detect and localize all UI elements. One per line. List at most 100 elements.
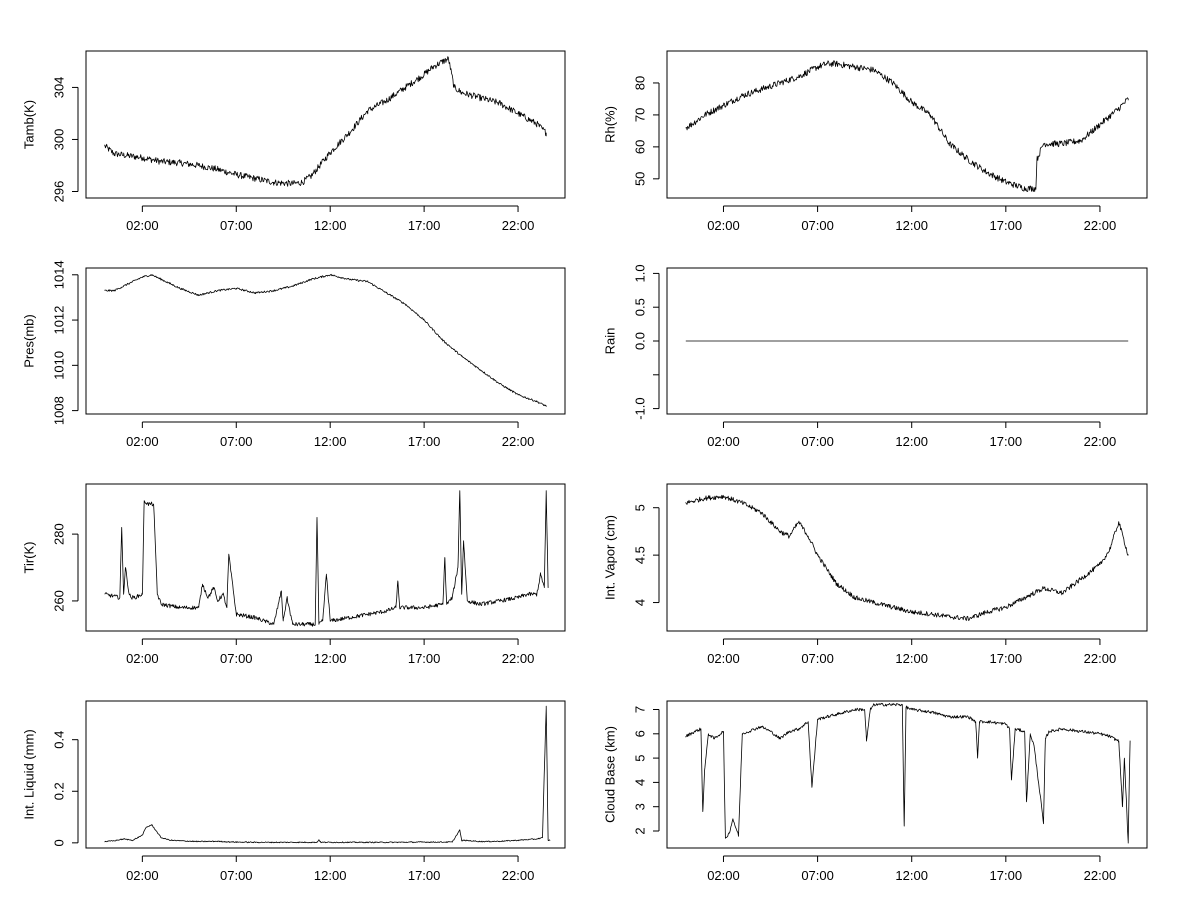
y-axis-label: Int. Liquid (mm) xyxy=(21,729,36,819)
x-tick-label: 12:00 xyxy=(314,868,347,883)
y-tick-label: 4 xyxy=(632,779,647,786)
y-tick-label: 0.5 xyxy=(632,298,647,316)
series-line xyxy=(104,273,547,407)
panel-5: 02:00 07:00 12:00 17:00 22:00 260 280 Tir(K) xyxy=(21,483,566,666)
y-tick-label: 5 xyxy=(632,504,647,511)
x-tick-label: 02:00 xyxy=(126,218,159,233)
panel-7: 02:00 07:00 12:00 17:00 22:00 0 0.2 0.4 Int. Liq… xyxy=(21,700,566,883)
x-tick-label: 17:00 xyxy=(990,868,1023,883)
x-tick-label: 02:00 xyxy=(707,218,740,233)
x-tick-label: 22:00 xyxy=(502,868,535,883)
y-tick-label: 1010 xyxy=(51,351,66,380)
plot-frame xyxy=(666,267,1148,415)
y-axis-label: Tamb(K) xyxy=(21,100,36,149)
y-tick-label: -1.0 xyxy=(632,397,647,419)
y-tick-label: 0.2 xyxy=(51,782,66,800)
y-axis-label: Pres(mb) xyxy=(21,314,36,367)
x-tick-label: 17:00 xyxy=(408,218,441,233)
x-tick-label: 17:00 xyxy=(408,868,441,883)
y-tick-label: 1012 xyxy=(51,306,66,335)
x-tick-label: 22:00 xyxy=(502,651,535,666)
panel-3: 02:00 07:00 12:00 17:00 22:00 1008 1010 1012 101… xyxy=(21,260,566,449)
y-tick-label: 280 xyxy=(51,523,66,545)
y-tick-label: 0 xyxy=(51,839,66,846)
series-line xyxy=(104,490,549,627)
plot-frame xyxy=(666,483,1148,632)
x-tick-label: 02:00 xyxy=(707,868,740,883)
panel-4: 02:00 07:00 12:00 17:00 22:00 -1.0 0.0 0.5 1.0 Ra… xyxy=(602,264,1148,449)
x-tick-label: 12:00 xyxy=(314,218,347,233)
plot-frame xyxy=(666,50,1148,199)
x-tick-label: 07:00 xyxy=(801,868,834,883)
y-axis-label: Int. Vapor (cm) xyxy=(602,515,617,600)
y-axis-label: Rh(%) xyxy=(602,106,617,143)
x-tick-label: 07:00 xyxy=(220,651,253,666)
y-tick-label: 50 xyxy=(632,172,647,186)
y-tick-label: 260 xyxy=(51,590,66,612)
y-tick-label: 0.0 xyxy=(632,332,647,350)
series-line xyxy=(685,702,1131,844)
series-line xyxy=(104,705,551,844)
y-tick-label: 4.5 xyxy=(632,546,647,564)
y-tick-label: 296 xyxy=(51,181,66,203)
x-tick-label: 12:00 xyxy=(314,651,347,666)
y-tick-label: 80 xyxy=(632,76,647,90)
series-line xyxy=(104,56,547,187)
x-tick-label: 17:00 xyxy=(990,651,1023,666)
plot-frame xyxy=(85,267,566,415)
x-tick-label: 22:00 xyxy=(502,434,535,449)
x-tick-label: 22:00 xyxy=(1084,434,1117,449)
series-line xyxy=(685,494,1129,621)
y-tick-label: 1008 xyxy=(51,396,66,425)
plot-frame xyxy=(666,700,1148,849)
x-tick-label: 07:00 xyxy=(801,218,834,233)
x-tick-label: 12:00 xyxy=(314,434,347,449)
y-tick-label: 7 xyxy=(632,706,647,713)
x-tick-label: 02:00 xyxy=(707,651,740,666)
y-tick-label: 6 xyxy=(632,730,647,737)
y-tick-label: 1014 xyxy=(51,260,66,289)
x-tick-label: 12:00 xyxy=(895,434,928,449)
x-tick-label: 02:00 xyxy=(707,434,740,449)
x-tick-label: 02:00 xyxy=(126,434,159,449)
x-tick-label: 07:00 xyxy=(220,434,253,449)
y-tick-label: 5 xyxy=(632,754,647,761)
y-axis-label: Rain xyxy=(602,328,617,355)
y-tick-label: 304 xyxy=(51,77,66,99)
x-tick-label: 17:00 xyxy=(990,218,1023,233)
y-axis-label: Tir(K) xyxy=(21,541,36,573)
y-axis-label: Cloud Base (km) xyxy=(602,726,617,823)
y-tick-label: 2 xyxy=(632,827,647,834)
y-tick-label: 1.0 xyxy=(632,264,647,282)
plot-frame xyxy=(85,483,566,632)
x-tick-label: 07:00 xyxy=(801,651,834,666)
x-tick-label: 12:00 xyxy=(895,218,928,233)
x-tick-label: 22:00 xyxy=(502,218,535,233)
series-line xyxy=(685,60,1129,192)
x-tick-label: 17:00 xyxy=(408,651,441,666)
y-tick-label: 70 xyxy=(632,108,647,122)
y-tick-label: 3 xyxy=(632,803,647,810)
x-tick-label: 12:00 xyxy=(895,868,928,883)
plot-frame xyxy=(85,50,566,199)
x-tick-label: 12:00 xyxy=(895,651,928,666)
x-tick-label: 02:00 xyxy=(126,651,159,666)
x-tick-label: 22:00 xyxy=(1084,218,1117,233)
x-tick-label: 22:00 xyxy=(1084,651,1117,666)
x-tick-label: 07:00 xyxy=(220,218,253,233)
x-tick-label: 17:00 xyxy=(408,434,441,449)
panel-8: 02:00 07:00 12:00 17:00 22:00 2 3 4 5 6 7 Cloud Bas… xyxy=(602,700,1148,883)
y-tick-label: 300 xyxy=(51,129,66,151)
x-tick-label: 07:00 xyxy=(220,868,253,883)
x-tick-label: 17:00 xyxy=(990,434,1023,449)
x-tick-label: 07:00 xyxy=(801,434,834,449)
plot-frame xyxy=(85,700,566,849)
y-tick-label: 60 xyxy=(632,140,647,154)
panel-6: 02:00 07:00 12:00 17:00 22:00 4 4.5 5 Int. Vapor… xyxy=(602,483,1148,666)
y-tick-label: 0.4 xyxy=(51,731,66,749)
panel-1: 02:00 07:00 12:00 17:00 22:00 296 300 304 Tamb(K… xyxy=(21,50,566,233)
x-tick-label: 22:00 xyxy=(1084,868,1117,883)
panel-2: 02:00 07:00 12:00 17:00 22:00 50 60 70 80 Rh(%) xyxy=(602,50,1148,233)
x-tick-label: 02:00 xyxy=(126,868,159,883)
